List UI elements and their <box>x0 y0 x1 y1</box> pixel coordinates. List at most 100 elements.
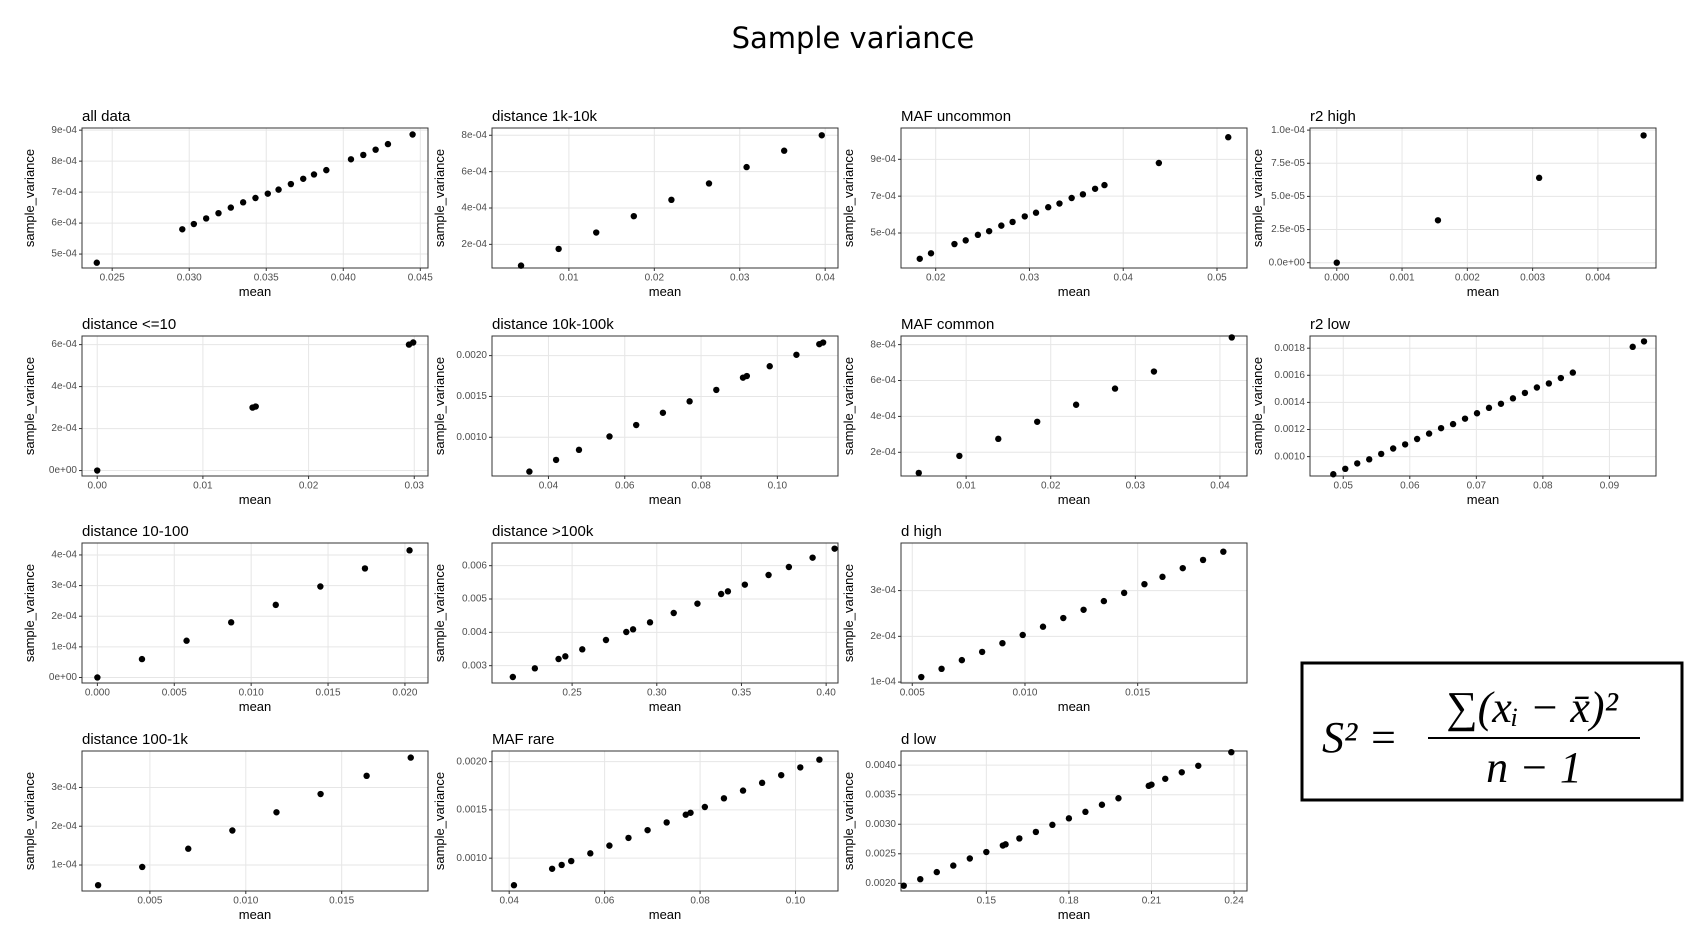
y-tick-label: 8e-04 <box>51 156 77 167</box>
y-tick-label: 0e+00 <box>49 465 78 476</box>
panel: 0.000 0.001 0.002 0.003 0.004 0.0e+00 2.5e-05 5… <box>1250 108 1657 299</box>
point <box>816 756 823 763</box>
y-axis-label: sample_variance <box>432 772 447 870</box>
x-tick-label: 0.10 <box>768 481 788 492</box>
point <box>1425 430 1433 437</box>
y-tick-label: 0.0035 <box>865 789 896 800</box>
point <box>317 583 324 590</box>
point <box>1141 580 1148 588</box>
point <box>1111 385 1119 392</box>
point <box>593 229 600 236</box>
panel: 0.025 0.030 0.035 0.040 0.045 5e-04 6e-04 7e-04… <box>22 108 433 299</box>
x-tick-label: 0.06 <box>595 896 615 907</box>
point <box>1389 445 1397 452</box>
x-tick-label: 0.05 <box>1207 273 1227 284</box>
point <box>1065 815 1073 822</box>
y-tick-label: 1e-04 <box>51 641 77 652</box>
y-axis-label: sample_variance <box>22 772 37 870</box>
x-tick-label: 0.04 <box>1113 273 1133 284</box>
panel-background <box>492 336 838 476</box>
point <box>1148 781 1155 788</box>
point <box>227 204 235 211</box>
point <box>1228 748 1235 756</box>
x-tick-label: 0.025 <box>100 273 125 284</box>
x-axis-label: mean <box>239 284 272 299</box>
point <box>1377 450 1385 458</box>
point <box>659 409 667 416</box>
point <box>407 754 414 761</box>
point <box>1434 217 1442 224</box>
point <box>1009 218 1016 226</box>
point <box>629 626 637 633</box>
panel-border <box>1309 127 1657 269</box>
x-tick-label: 0.10 <box>786 896 806 907</box>
x-tick-label: 0.045 <box>408 273 433 284</box>
panel-border <box>491 750 839 892</box>
point <box>998 222 1005 229</box>
panel-border <box>491 542 839 684</box>
y-tick-label: 6e-04 <box>870 375 896 386</box>
y-tick-label: 0.004 <box>462 627 487 638</box>
point <box>1060 614 1067 622</box>
point <box>670 609 677 617</box>
point <box>694 600 701 607</box>
point <box>1032 828 1040 836</box>
point <box>93 259 100 266</box>
x-tick-label: 0.08 <box>691 481 711 492</box>
point <box>555 655 562 663</box>
y-axis-label: sample_variance <box>1250 357 1265 455</box>
x-tick-label: 0.04 <box>499 896 519 907</box>
point <box>966 855 974 862</box>
panel-title: distance >100k <box>492 523 594 540</box>
point <box>531 665 539 672</box>
point <box>720 795 728 802</box>
panel: 0.005 0.010 0.015 1e-04 2e-04 3e-04 distance 1… <box>22 731 429 922</box>
point <box>958 656 966 664</box>
point <box>363 772 370 780</box>
x-tick-label: 0.04 <box>539 481 559 492</box>
point <box>1199 556 1207 564</box>
point <box>797 764 804 771</box>
point <box>809 554 816 561</box>
y-tick-label: 2e-04 <box>870 447 896 458</box>
point <box>918 673 925 681</box>
point <box>951 240 958 248</box>
point <box>273 809 280 816</box>
point <box>1354 460 1361 467</box>
panel: 0.00 0.01 0.02 0.03 0e+00 2e-04 4e-04 6e-04 dist… <box>22 316 429 507</box>
x-tick-label: 0.01 <box>559 273 579 284</box>
point <box>1162 775 1169 782</box>
x-axis-label: mean <box>239 907 272 922</box>
panel-border <box>900 335 1248 477</box>
point <box>1437 424 1445 432</box>
y-tick-label: 0.0014 <box>1274 397 1305 408</box>
x-tick-label: 0.015 <box>329 896 354 907</box>
y-tick-label: 1.0e-04 <box>1271 125 1305 136</box>
x-tick-label: 0.03 <box>730 273 750 284</box>
point <box>1485 404 1493 412</box>
point <box>927 250 935 257</box>
point <box>1330 471 1337 478</box>
panel-border <box>81 750 429 892</box>
point <box>780 147 788 154</box>
point <box>562 653 569 660</box>
y-axis-label: sample_variance <box>841 564 856 662</box>
x-tick-label: 0.35 <box>732 688 752 699</box>
y-tick-label: 5.0e-05 <box>1271 191 1305 202</box>
y-tick-label: 0e+00 <box>49 672 78 683</box>
x-tick-label: 0.005 <box>162 688 187 699</box>
x-tick-label: 0.000 <box>85 688 110 699</box>
point <box>1080 606 1087 613</box>
point <box>1002 841 1009 848</box>
point <box>956 452 963 460</box>
x-tick-label: 0.00 <box>87 481 107 492</box>
point <box>938 665 945 673</box>
formula-numerator: ∑(xᵢ − x̄)² <box>1446 683 1618 732</box>
point <box>1178 769 1185 776</box>
x-tick-label: 0.15 <box>977 896 997 907</box>
y-tick-label: 5e-04 <box>870 228 896 239</box>
x-axis-label: mean <box>1058 284 1091 299</box>
x-tick-label: 0.05 <box>1334 481 1354 492</box>
panel-border <box>900 542 1248 684</box>
